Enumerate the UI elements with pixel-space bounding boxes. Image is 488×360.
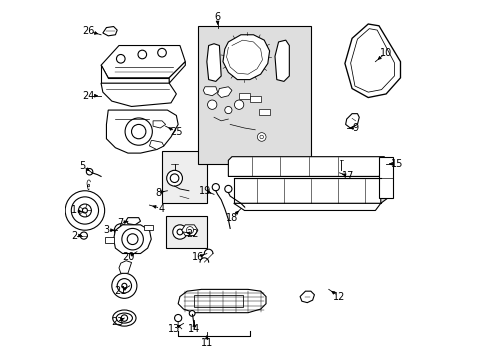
Polygon shape [169,62,185,83]
Circle shape [82,208,87,213]
Polygon shape [149,140,163,149]
Polygon shape [350,29,394,92]
Circle shape [172,225,187,239]
Circle shape [207,100,217,109]
Text: 15: 15 [390,159,402,169]
Polygon shape [153,121,165,128]
Polygon shape [223,35,269,80]
Bar [198,26,310,164]
Circle shape [71,197,99,224]
Circle shape [122,228,143,250]
Bar [162,151,206,203]
Circle shape [86,168,93,175]
Text: 8: 8 [155,188,161,198]
Polygon shape [119,261,131,273]
Text: 11: 11 [200,338,213,348]
Text: 16: 16 [191,252,203,262]
Circle shape [117,227,124,233]
Text: 2: 2 [71,231,77,240]
Bar [249,96,260,102]
Ellipse shape [116,313,132,323]
Polygon shape [101,45,185,78]
Circle shape [234,100,244,109]
Circle shape [80,232,87,239]
Polygon shape [380,173,387,203]
Polygon shape [101,65,169,83]
Text: 3: 3 [103,225,109,235]
Polygon shape [344,24,400,98]
Bar [194,296,242,307]
Circle shape [174,315,182,321]
Text: 5: 5 [79,161,85,171]
Text: 14: 14 [188,324,200,334]
Circle shape [158,48,166,57]
Polygon shape [378,171,387,178]
Circle shape [338,165,344,170]
Circle shape [112,273,137,298]
Circle shape [78,204,91,217]
Text: 13: 13 [168,324,181,334]
Polygon shape [274,40,289,81]
Text: 10: 10 [379,48,391,58]
Text: 25: 25 [170,127,182,136]
Polygon shape [203,87,217,96]
Text: 17: 17 [342,171,354,181]
Polygon shape [104,237,113,243]
Text: 1: 1 [71,206,77,216]
Polygon shape [233,203,380,211]
Circle shape [170,174,179,183]
Text: 26: 26 [82,26,95,36]
Circle shape [116,54,125,63]
Text: 22: 22 [186,229,198,239]
Circle shape [122,283,126,288]
Circle shape [65,191,104,230]
Circle shape [166,170,182,186]
Text: 9: 9 [352,123,358,133]
Bar [378,157,392,198]
Polygon shape [345,114,359,128]
Circle shape [125,118,152,145]
Polygon shape [233,178,380,203]
Circle shape [138,50,146,59]
Circle shape [121,315,127,321]
Circle shape [131,125,145,139]
Text: 12: 12 [333,292,345,302]
Polygon shape [106,110,178,153]
Bar [239,93,249,99]
Circle shape [212,184,219,191]
Text: 19: 19 [199,186,211,196]
Text: 4: 4 [159,204,165,214]
Polygon shape [102,27,117,36]
Polygon shape [126,218,140,225]
Polygon shape [217,87,231,98]
Polygon shape [113,225,151,253]
Polygon shape [182,225,198,235]
Polygon shape [228,157,384,176]
Circle shape [127,234,138,244]
Circle shape [257,133,265,141]
Circle shape [224,185,231,193]
Ellipse shape [112,310,136,326]
Text: 23: 23 [111,317,123,327]
Circle shape [224,107,231,114]
Circle shape [260,135,263,139]
Bar [258,109,269,115]
Polygon shape [206,44,221,81]
Text: 20: 20 [122,252,134,262]
Bar [165,216,206,248]
Circle shape [117,279,131,293]
Text: 21: 21 [114,286,127,296]
Circle shape [186,226,193,234]
Text: 24: 24 [82,91,95,101]
Polygon shape [101,83,176,107]
Text: 18: 18 [225,213,238,222]
Circle shape [177,229,183,235]
Polygon shape [300,291,314,303]
Circle shape [189,311,195,316]
Text: 6: 6 [214,12,220,22]
Polygon shape [144,225,153,230]
Polygon shape [178,289,265,313]
Text: 7: 7 [118,218,123,228]
Circle shape [114,224,127,237]
